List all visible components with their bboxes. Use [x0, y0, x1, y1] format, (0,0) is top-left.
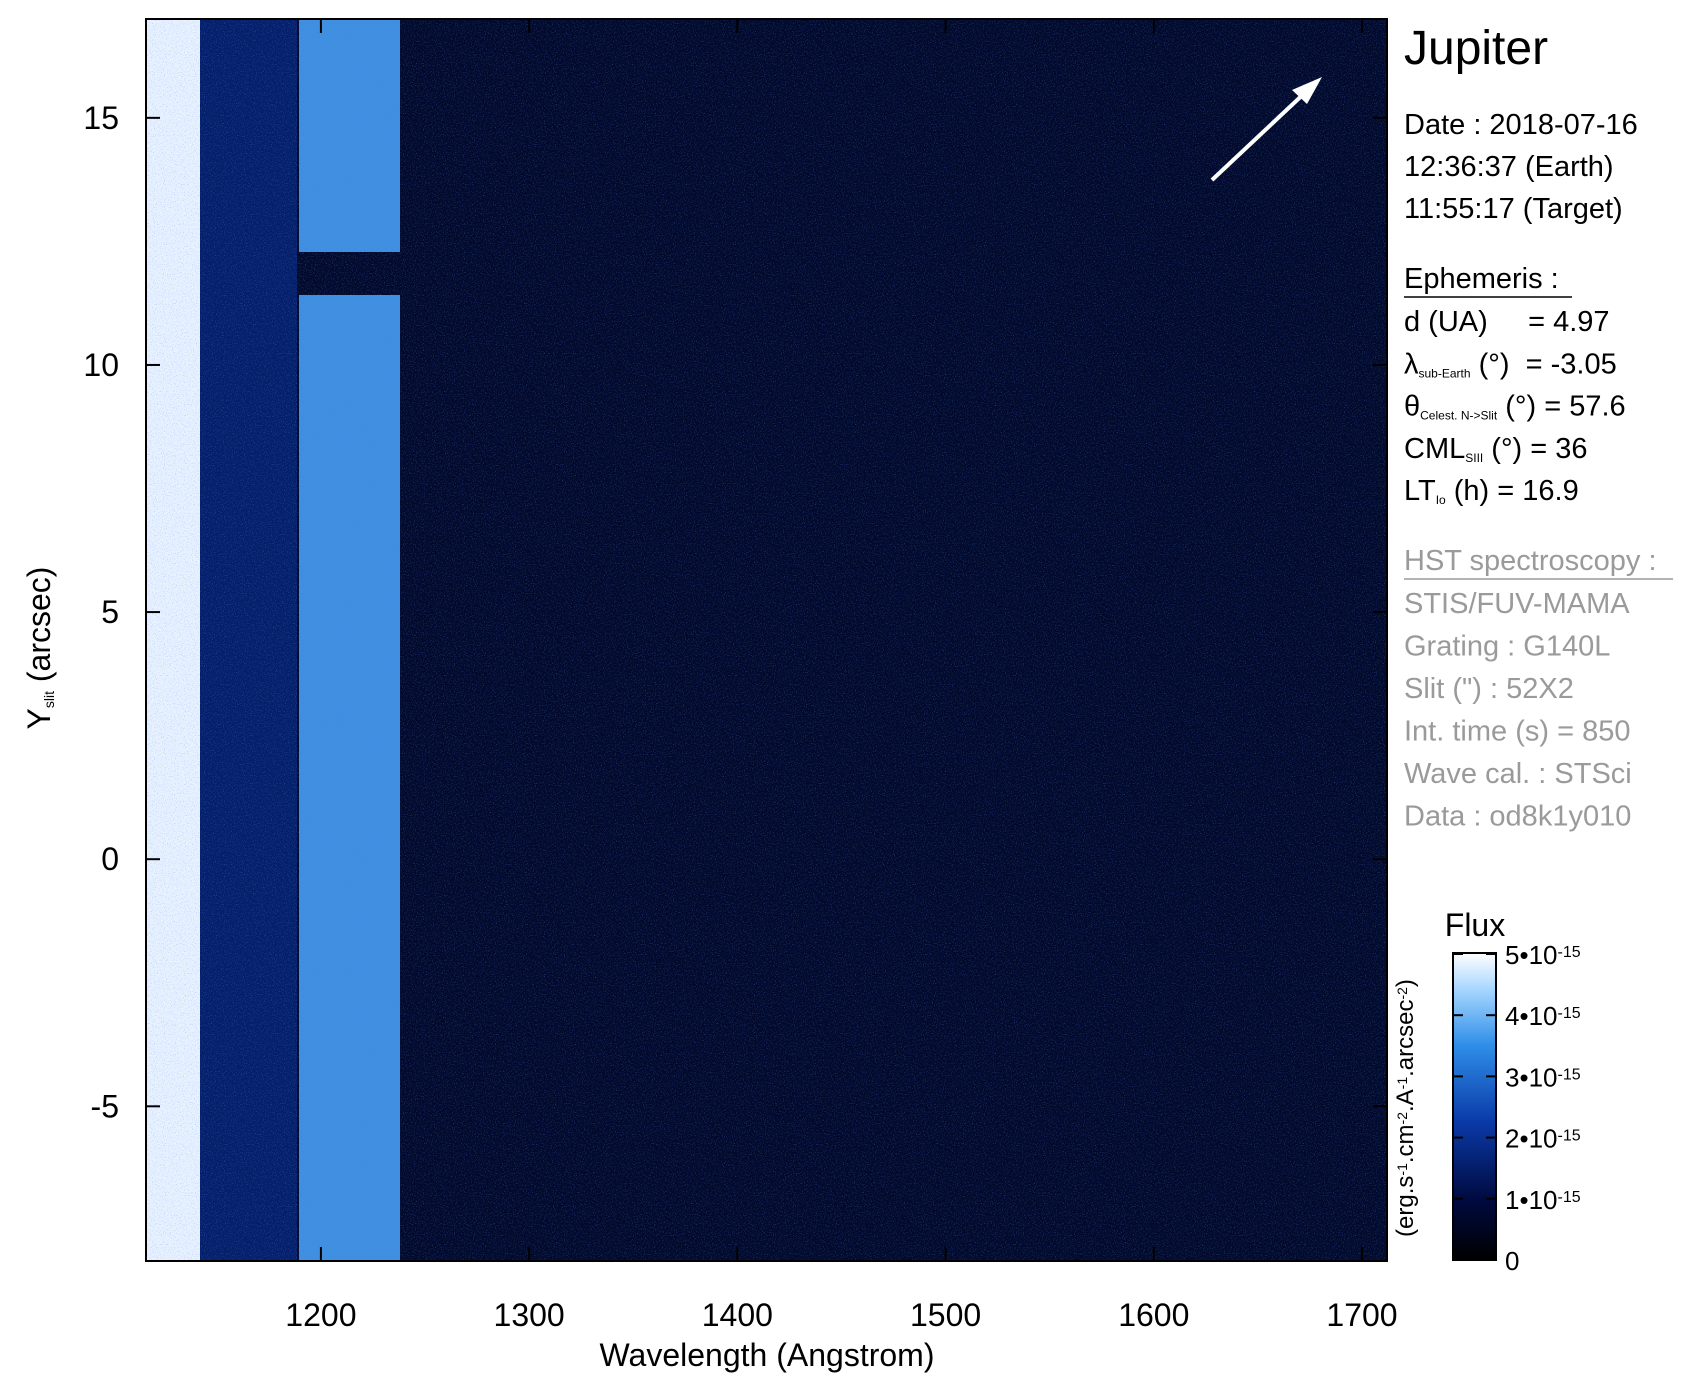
ephemeris-subscript: Io — [1436, 493, 1446, 507]
ephemeris-value: = 36 — [1522, 433, 1587, 465]
ephemeris-subscript: Celest. N->Slit — [1420, 408, 1498, 422]
ephemeris-item: θCelest. N->Slit (°) = 57.6 — [1404, 391, 1626, 423]
y-axis-label-rest: (arcsec) — [21, 567, 57, 691]
colorbar-tick-label: 3•10-15 — [1505, 1062, 1581, 1092]
y-axis-label-main: Y — [21, 708, 57, 729]
tick-exponent: -15 — [1557, 1189, 1580, 1206]
ephemeris-item: d (UA) = 4.97 — [1404, 306, 1610, 338]
date-line: Date : 2018-07-16 — [1404, 109, 1638, 141]
ephemeris-unit: (°) — [1483, 433, 1522, 465]
unit-text: .arcsec — [1392, 1000, 1419, 1077]
unit-text: .A — [1392, 1089, 1419, 1112]
observation-line: Wave cal. : STSci — [1404, 758, 1632, 790]
y-tick-label: 10 — [83, 347, 119, 383]
unit-text: .cm — [1392, 1124, 1419, 1163]
ephemeris-symbol: θ — [1404, 391, 1420, 423]
observation-line: Int. time (s) = 850 — [1404, 716, 1630, 748]
plot-frame — [145, 18, 1388, 1262]
observation-line: Grating : G140L — [1404, 631, 1610, 663]
y-tick-label: 15 — [83, 100, 119, 136]
tick-exponent: -15 — [1557, 1066, 1580, 1083]
ephemeris-value: = 57.6 — [1536, 391, 1626, 423]
observation-heading: HST spectroscopy : — [1404, 545, 1657, 577]
tick-mantissa: 3•10 — [1505, 1062, 1557, 1092]
tick-mantissa: 1•10 — [1505, 1185, 1557, 1215]
colorbar — [1452, 952, 1497, 1261]
y-axis-label: Yslit (arcsec) — [21, 567, 57, 730]
colorbar-tick-label: 2•10-15 — [1505, 1124, 1581, 1154]
ephemeris-symbol: LT — [1404, 475, 1436, 507]
y-tick-label: 0 — [101, 841, 119, 877]
unit-exponent: -1 — [1394, 1077, 1410, 1090]
observation-line: STIS/FUV-MAMA — [1404, 588, 1630, 620]
x-tick-label: 1600 — [1118, 1297, 1189, 1333]
ephemeris-item: CMLSIII (°) = 36 — [1404, 433, 1588, 465]
tick-exponent: -15 — [1557, 944, 1580, 961]
colorbar-tick-label: 0 — [1505, 1246, 1519, 1276]
tick-exponent: -15 — [1557, 1005, 1580, 1022]
x-tick-label: 1400 — [702, 1297, 773, 1333]
x-tick-label: 1200 — [285, 1297, 356, 1333]
ephemeris-item: LTIo (h) = 16.9 — [1404, 475, 1579, 507]
unit-text: ) — [1392, 979, 1419, 987]
x-tick-label: 1500 — [910, 1297, 981, 1333]
ephemeris-unit: (h) — [1446, 475, 1490, 507]
arrow-head — [1292, 77, 1322, 104]
target-name: Jupiter — [1404, 22, 1548, 75]
colorbar-tick-label: 5•10-15 — [1505, 940, 1581, 970]
date-line: 11:55:17 (Target) — [1404, 193, 1623, 225]
ephemeris-unit: (°) — [1497, 391, 1536, 423]
y-tick-label: 5 — [101, 594, 119, 630]
ephemeris-unit: (°) — [1471, 348, 1510, 380]
tick-mantissa: 2•10 — [1505, 1124, 1557, 1154]
x-tick-label: 1700 — [1326, 1297, 1397, 1333]
direction-arrow — [1210, 86, 1312, 182]
colorbar-title: Flux — [1445, 907, 1505, 943]
ephemeris-subscript: sub-Earth — [1419, 366, 1471, 380]
ephemeris-value: = 4.97 — [1488, 306, 1610, 338]
x-tick-label: 1300 — [494, 1297, 565, 1333]
ephemeris-value: = 16.9 — [1489, 475, 1579, 507]
unit-exponent: -1 — [1394, 1163, 1410, 1176]
colorbar-tick-label: 4•10-15 — [1505, 1001, 1581, 1031]
observation-line: Slit (") : 52X2 — [1404, 673, 1574, 705]
y-tick-label: -5 — [91, 1088, 119, 1124]
ephemeris-symbol: CML — [1404, 433, 1465, 465]
unit-exponent: -2 — [1394, 987, 1410, 1000]
unit-text: (erg.s — [1392, 1176, 1419, 1237]
ephemeris-symbol: λ — [1404, 348, 1419, 380]
spectral-image — [146, 19, 1387, 1261]
ephemeris-value: = -3.05 — [1510, 348, 1617, 380]
y-axis-label-sub: slit — [41, 691, 57, 708]
image-noise — [146, 19, 1387, 1261]
ephemeris-heading: Ephemeris : — [1404, 263, 1559, 295]
tick-value: 0 — [1505, 1246, 1519, 1276]
ephemeris-symbol: d (UA) — [1404, 306, 1488, 338]
tick-exponent: -15 — [1557, 1127, 1580, 1144]
colorbar-tick-label: 1•10-15 — [1505, 1185, 1581, 1215]
unit-exponent: -2 — [1394, 1112, 1410, 1125]
ephemeris-item: λsub-Earth (°) = -3.05 — [1404, 348, 1617, 380]
colorbar-unit: (erg.s-1.cm-2.A-1.arcsec-2) — [1392, 979, 1419, 1237]
tick-mantissa: 5•10 — [1505, 940, 1557, 970]
tick-mantissa: 4•10 — [1505, 1001, 1557, 1031]
observation-line: Data : od8k1y010 — [1404, 801, 1631, 833]
date-line: 12:36:37 (Earth) — [1404, 151, 1614, 183]
ephemeris-subscript: SIII — [1465, 450, 1483, 464]
x-axis-label: Wavelength (Angstrom) — [600, 1337, 935, 1373]
